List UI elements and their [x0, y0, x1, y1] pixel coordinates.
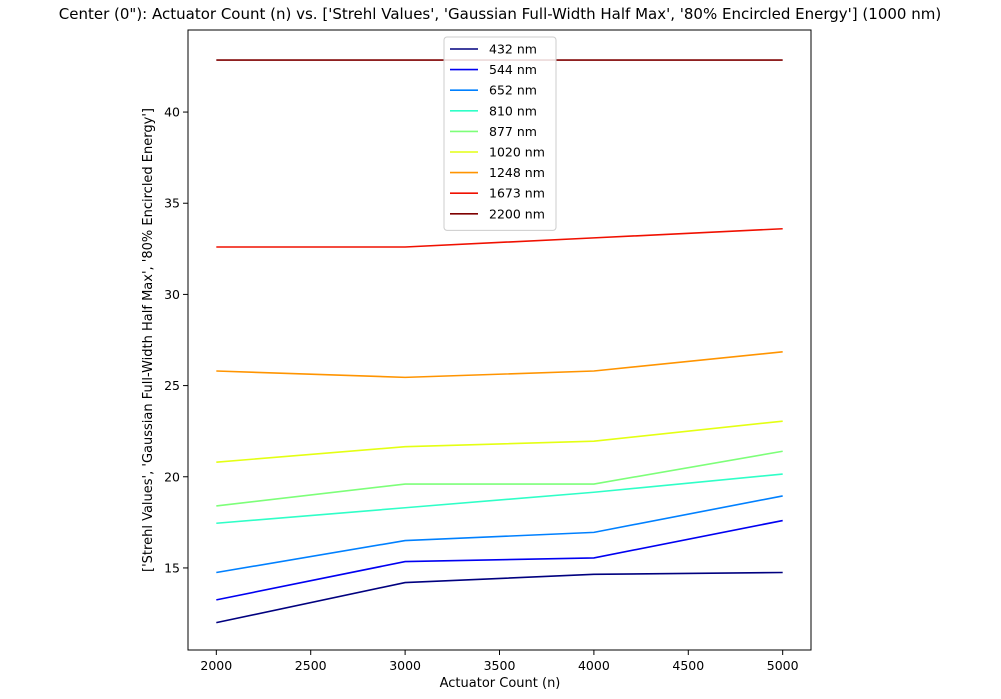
series-line-6 — [216, 351, 783, 379]
x-tick-label: 5000 — [767, 658, 799, 673]
chart-title: Center (0"): Actuator Count (n) vs. ['St… — [59, 5, 941, 23]
y-axis-label: ['Strehl Values', 'Gaussian Full-Width H… — [141, 108, 156, 572]
legend-box — [443, 36, 557, 231]
x-tick-label: 3000 — [389, 658, 421, 673]
series-line-3 — [216, 473, 783, 525]
x-axis: 2000 2500 3000 3500 4000 4500 5000 — [200, 650, 799, 673]
y-tick-label: 15 — [164, 560, 180, 575]
series-line-5 — [216, 420, 783, 463]
y-tick-label: 40 — [164, 105, 180, 120]
legend-label: 1020 nm — [489, 145, 545, 160]
legend-label: 432 nm — [489, 42, 537, 57]
x-tick-label: 4000 — [578, 658, 610, 673]
series-line-2 — [216, 495, 783, 574]
legend-label: 810 nm — [489, 103, 537, 118]
x-axis-label: Actuator Count (n) — [440, 676, 561, 691]
y-axis: 15 20 25 30 35 40 — [164, 105, 188, 575]
y-tick-label: 20 — [164, 469, 180, 484]
x-tick-label: 2000 — [200, 658, 232, 673]
legend-label: 2200 nm — [489, 206, 545, 221]
legend-label: 544 nm — [489, 62, 537, 77]
series-line-1 — [216, 519, 783, 601]
x-tick-label: 3500 — [484, 658, 516, 673]
series-line-0 — [216, 571, 783, 624]
legend-label: 1673 nm — [489, 186, 545, 201]
legend-label: 877 nm — [489, 124, 537, 139]
x-tick-label: 4500 — [672, 658, 704, 673]
legend-label: 652 nm — [489, 83, 537, 98]
y-tick-label: 30 — [164, 287, 180, 302]
x-tick-label: 2500 — [295, 658, 327, 673]
series-line-7 — [216, 227, 783, 248]
legend: 432 nm 544 nm 652 nm 810 nm 877 nm 1020 nm 124… — [443, 36, 557, 231]
y-tick-label: 35 — [164, 196, 180, 211]
legend-label: 1248 nm — [489, 165, 545, 180]
series-line-4 — [216, 450, 783, 507]
y-tick-label: 25 — [164, 378, 180, 393]
